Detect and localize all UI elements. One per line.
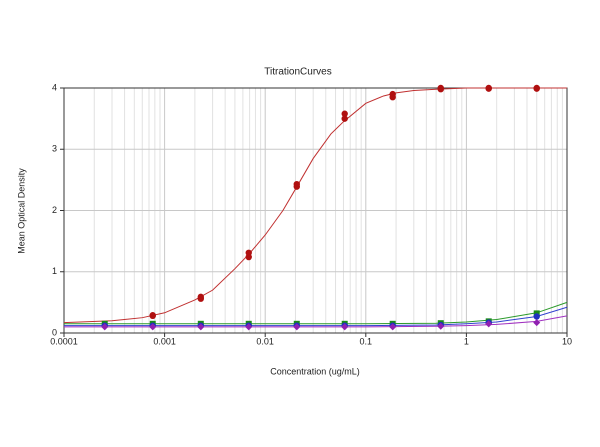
- data-point: [341, 323, 349, 331]
- data-point: [245, 253, 252, 261]
- x-tick-label: 0.1: [360, 336, 373, 346]
- y-tick-label: 4: [52, 82, 57, 92]
- data-point: [389, 93, 396, 101]
- data-point: [389, 323, 397, 331]
- y-tick-label: 0: [52, 327, 57, 337]
- data-point: [149, 323, 157, 331]
- x-tick-label: 10: [562, 336, 572, 346]
- x-tick-label: 0.001: [153, 336, 176, 346]
- data-point: [293, 323, 301, 331]
- data-point: [437, 86, 444, 93]
- data-point: [533, 319, 541, 327]
- data-point: [245, 323, 253, 331]
- y-tick-label: 1: [52, 266, 57, 276]
- data-point: [533, 85, 540, 92]
- y-tick-label: 3: [52, 144, 57, 154]
- data-point: [293, 183, 300, 190]
- chart-title: TitrationCurves: [264, 67, 331, 78]
- data-point: [197, 323, 205, 331]
- data-point: [437, 322, 445, 330]
- x-tick-label: 0.0001: [50, 336, 78, 346]
- data-point: [485, 320, 493, 328]
- y-tick-label: 2: [52, 205, 57, 215]
- data-point: [197, 295, 204, 302]
- x-tick-label: 1: [464, 336, 469, 346]
- data-point: [341, 110, 348, 117]
- y-axis-label: Mean Optical Density: [16, 168, 26, 254]
- data-point: [101, 323, 109, 331]
- x-tick-label: 0.01: [256, 336, 274, 346]
- data-point: [485, 85, 492, 92]
- data-point: [149, 312, 156, 320]
- plot-frame: [63, 87, 568, 334]
- x-axis-label: Concentration (ug/mL): [270, 366, 360, 376]
- data-point: [533, 313, 540, 320]
- data-point: [341, 115, 348, 122]
